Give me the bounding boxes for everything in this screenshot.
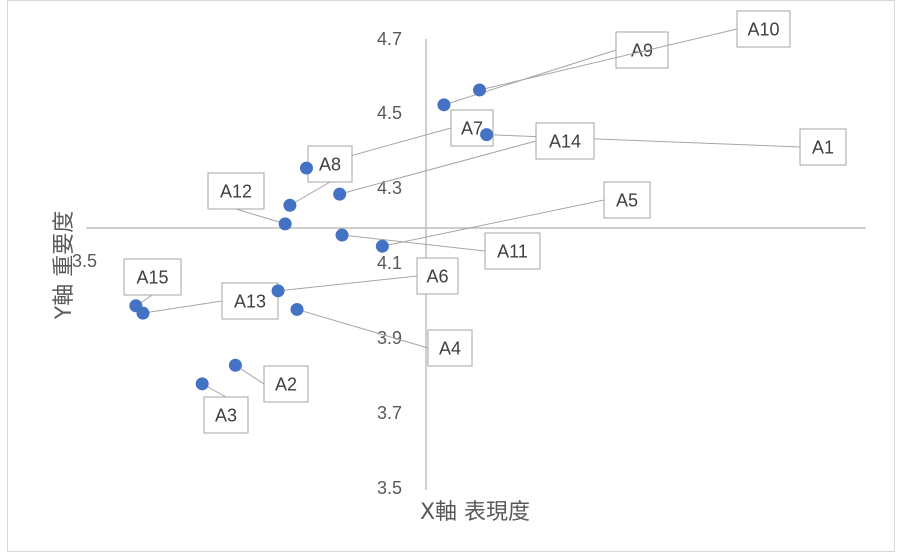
data-label: A8 [319, 155, 341, 175]
data-label-leader [479, 28, 738, 91]
data-label-leader [341, 234, 486, 252]
data-label-leader [142, 300, 223, 314]
data-point-a4 [290, 302, 304, 316]
data-label-box [736, 10, 791, 48]
data-point-a6 [271, 284, 285, 298]
y-axis-title: Y軸 重要度 [52, 211, 77, 320]
data-label-box [307, 145, 353, 183]
data-label-box [416, 257, 459, 295]
data-label-leader [278, 275, 418, 292]
data-label-box [427, 329, 473, 367]
data-label-box [615, 31, 669, 69]
data-label-box [484, 232, 541, 270]
data-label-leader [296, 308, 429, 349]
data-label: A11 [497, 242, 528, 262]
data-label: A6 [426, 267, 448, 287]
x-axis-title: X軸 表現度 [420, 500, 530, 525]
data-point-a15 [129, 299, 143, 313]
y-tick-label: 4.1 [377, 253, 402, 273]
data-point-a1 [480, 128, 494, 142]
y-tick-label: 3.9 [377, 328, 402, 348]
data-label-leader [443, 49, 617, 106]
y-tick-label: 4.7 [377, 29, 402, 49]
data-point-a3 [195, 377, 209, 391]
data-label-box [207, 172, 265, 210]
data-label: A4 [439, 339, 461, 359]
data-label: A13 [234, 292, 266, 312]
data-label: A7 [461, 119, 483, 139]
data-point-a12 [278, 217, 292, 231]
data-label: A10 [747, 20, 779, 40]
data-label: A14 [549, 132, 581, 152]
data-label: A1 [812, 138, 834, 158]
data-label-box [263, 365, 309, 403]
data-point-a9 [437, 98, 451, 112]
y-tick-label: 3.7 [377, 403, 402, 423]
y-tick-label: 4.3 [377, 178, 402, 198]
data-point-a5 [375, 239, 389, 253]
data-label-leader [235, 208, 286, 225]
data-label-leader [339, 140, 537, 195]
data-label-box [203, 396, 249, 434]
data-point-a14 [333, 187, 347, 201]
x-tick-label: 3.5 [72, 251, 97, 271]
data-label: A2 [275, 375, 297, 395]
data-label-box [221, 282, 279, 320]
data-label: A5 [616, 191, 638, 211]
data-label-leader [486, 134, 801, 148]
y-tick-label: 4.5 [377, 103, 402, 123]
y-tick-label: 3.5 [377, 478, 402, 498]
data-label-box [799, 128, 847, 166]
data-label: A12 [220, 182, 252, 202]
data-point-a11 [335, 228, 349, 242]
data-label: A9 [631, 41, 653, 61]
data-point-a8 [283, 198, 297, 212]
data-label-leader [289, 181, 331, 206]
data-point-a7 [300, 161, 313, 175]
data-label-box [123, 258, 182, 296]
data-point-a2 [228, 358, 242, 372]
data-label-box [535, 122, 595, 160]
data-label: A15 [136, 268, 168, 288]
data-label: A3 [215, 406, 237, 426]
data-point-a10 [473, 83, 487, 97]
data-label-leader [382, 199, 605, 247]
data-label-box [603, 181, 651, 219]
